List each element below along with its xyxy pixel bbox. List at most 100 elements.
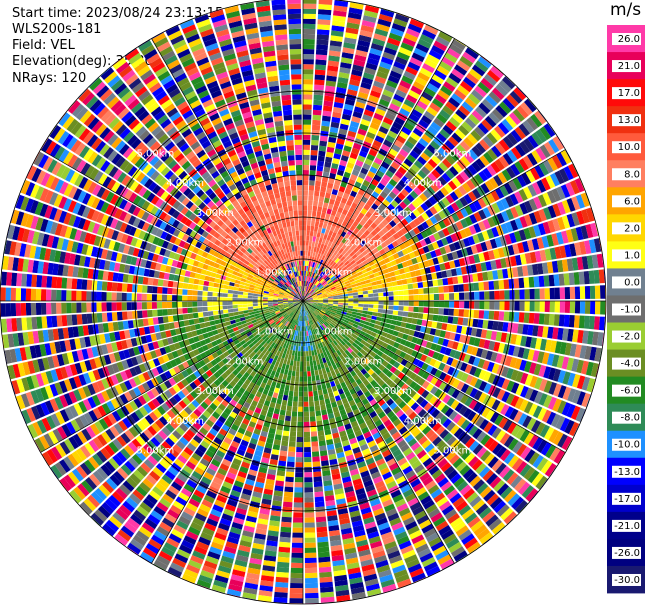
radar-gate xyxy=(321,249,326,255)
radar-gate xyxy=(304,457,312,463)
radar-gate xyxy=(378,305,384,309)
radar-gate xyxy=(327,258,333,265)
radar-gate xyxy=(504,290,510,300)
radar-gate xyxy=(303,38,315,45)
radar-gate xyxy=(304,447,311,453)
radar-gate xyxy=(372,285,378,290)
radar-gate xyxy=(427,158,438,169)
radar-gate xyxy=(406,94,418,104)
radar-gate xyxy=(339,271,346,276)
radar-gate xyxy=(303,104,312,110)
radar-gate xyxy=(313,195,319,202)
radar-gate xyxy=(307,210,312,216)
radar-gate xyxy=(319,253,324,260)
radar-gate xyxy=(284,384,290,391)
radar-gate xyxy=(379,203,387,211)
radar-gate xyxy=(443,285,449,293)
radar-gate xyxy=(575,194,586,209)
radar-gate xyxy=(323,105,333,112)
radar-gate xyxy=(373,218,381,226)
radar-gate xyxy=(279,541,291,548)
radar-gate xyxy=(524,289,530,300)
radar-gate xyxy=(278,414,285,421)
radar-gate xyxy=(520,102,533,116)
radar-gate xyxy=(343,171,351,179)
radar-gate xyxy=(578,271,585,285)
radar-gate xyxy=(387,37,401,47)
radar-gate xyxy=(359,219,366,227)
radar-gate xyxy=(353,256,360,263)
radar-gate xyxy=(412,146,423,156)
radar-gate xyxy=(328,177,335,184)
radar-gate xyxy=(291,375,296,382)
radar-gate xyxy=(360,118,371,127)
radar-gate xyxy=(505,166,516,179)
radar-gate xyxy=(361,20,376,28)
radar-gate xyxy=(303,351,306,357)
radar-gate xyxy=(316,275,321,281)
radar-gate xyxy=(469,301,475,309)
radar-gate xyxy=(308,282,312,288)
radar-gate xyxy=(404,224,413,232)
radar-gate xyxy=(360,233,367,240)
radar-gate xyxy=(363,229,371,237)
radar-gate xyxy=(510,219,519,231)
radar-gate xyxy=(437,278,444,286)
radar-gate xyxy=(343,226,350,233)
radar-gate xyxy=(278,460,287,467)
radar-gate xyxy=(364,5,380,14)
radar-gate xyxy=(494,125,506,138)
radar-gate xyxy=(346,262,352,269)
radar-gate xyxy=(306,293,310,298)
radar-gate xyxy=(408,212,417,221)
radar-gate xyxy=(275,581,289,588)
radar-gate xyxy=(445,235,454,244)
radar-gate xyxy=(304,441,311,448)
radar-gate xyxy=(310,220,315,227)
radar-gate xyxy=(373,301,379,305)
radar-gate xyxy=(361,313,368,318)
radar-gate xyxy=(319,278,325,284)
radar-gate xyxy=(401,126,412,136)
radar-gate xyxy=(277,556,290,563)
radar-gate xyxy=(304,270,306,276)
radar-gate xyxy=(573,272,580,285)
radar-gate xyxy=(397,192,406,201)
radar-gate xyxy=(395,56,408,66)
radar-gate xyxy=(451,132,463,143)
radar-gate xyxy=(286,375,292,381)
radar-gate xyxy=(467,236,476,246)
radar-gate xyxy=(355,282,362,287)
radar-gate xyxy=(432,279,439,287)
radar-gate xyxy=(475,106,487,118)
radar-gate xyxy=(303,18,316,25)
radar-gate xyxy=(418,119,430,129)
radar-gate xyxy=(331,163,339,170)
radar-gate xyxy=(309,416,316,422)
radar-gate xyxy=(320,130,329,137)
radar-gate xyxy=(346,273,353,278)
radar-gate xyxy=(276,566,289,573)
radar-gate xyxy=(481,119,493,131)
radar-gate xyxy=(318,4,332,11)
radar-gate xyxy=(338,72,350,79)
radar-gate xyxy=(283,389,289,396)
radar-gate xyxy=(322,115,331,122)
radar-gate xyxy=(401,248,409,256)
radar-gate xyxy=(500,223,509,235)
radar-gate xyxy=(338,280,345,285)
radar-gate xyxy=(306,281,310,287)
radar-gate xyxy=(468,283,475,292)
radar-gate xyxy=(509,90,523,104)
radar-gate xyxy=(331,268,337,274)
radar-gate xyxy=(315,180,321,187)
radar-gate xyxy=(317,264,321,270)
radar-gate xyxy=(393,296,399,301)
site-label: WLS200s-181 xyxy=(12,22,102,37)
radar-gate xyxy=(309,411,316,417)
radar-gate xyxy=(313,481,323,488)
radar-gate xyxy=(307,281,311,287)
radar-gate xyxy=(391,187,400,196)
radar-gate xyxy=(378,13,393,23)
radar-gate xyxy=(303,129,311,135)
